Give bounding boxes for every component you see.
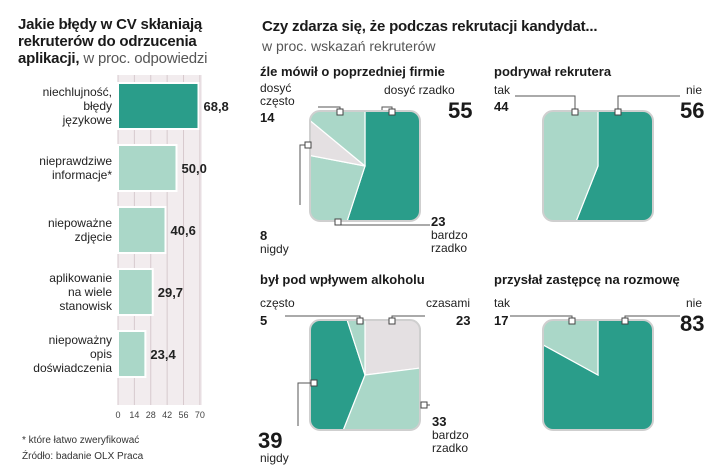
bar-value-label: 40,6 bbox=[171, 223, 196, 238]
bar-chart-title: Jakie błędy w CV skłaniają rekruterów do… bbox=[18, 16, 208, 67]
pie-slice bbox=[310, 111, 366, 167]
category-label: niepoważne bbox=[48, 216, 112, 230]
bar bbox=[117, 268, 154, 316]
pie-slice bbox=[310, 320, 366, 430]
bar bbox=[117, 144, 178, 192]
category-label: niechlujność, bbox=[43, 85, 112, 99]
x-tick-label: 0 bbox=[115, 410, 120, 420]
p1-value-nigdy: 8 bbox=[260, 228, 268, 243]
category-label: na wiele bbox=[68, 285, 112, 299]
bar-chart: 0 14 28 42 56 70 68,8 niechlujność,błędyjęzykow… bbox=[33, 75, 229, 420]
p4-label-tak: tak bbox=[494, 296, 511, 310]
pie-frame bbox=[542, 110, 654, 222]
bar-value-label: 23,4 bbox=[150, 347, 176, 362]
pie-slice bbox=[336, 111, 420, 221]
x-tick-label: 28 bbox=[146, 410, 156, 420]
footnote: * które łatwo zweryfikować bbox=[22, 435, 140, 446]
category-label: informacje* bbox=[52, 168, 112, 182]
pie-slice bbox=[543, 320, 599, 377]
p2-label-tak: tak bbox=[494, 83, 511, 97]
bar-value-label: 29,7 bbox=[158, 285, 183, 300]
p4-value-tak: 17 bbox=[494, 313, 509, 328]
p4-value-nie: 83 bbox=[680, 311, 705, 336]
category-label: opis bbox=[90, 347, 112, 361]
bar-value-label: 68,8 bbox=[203, 99, 228, 114]
pie-frame bbox=[309, 319, 421, 431]
pie-slice bbox=[336, 320, 366, 376]
p4-label-nie: nie bbox=[686, 296, 703, 310]
x-tick-label: 42 bbox=[162, 410, 172, 420]
pie1-title: źle mówił o poprzedniej firmie bbox=[260, 64, 445, 79]
category-label: językowe bbox=[62, 113, 113, 127]
pies-title: Czy zdarza się, że podczas rekrutacji ka… bbox=[262, 18, 598, 35]
pie2 bbox=[542, 110, 654, 222]
p3-label-nigdy: nigdy bbox=[260, 451, 289, 465]
pie-frame bbox=[542, 319, 654, 431]
category-label: błędy bbox=[83, 99, 112, 113]
p1-label-dosyc-rzadko: dosyć rzadko bbox=[384, 83, 455, 97]
source-note: Źródło: badanie OLX Praca bbox=[22, 451, 144, 462]
pie3-title: był pod wpływem alkoholu bbox=[260, 272, 425, 287]
p1-label-nigdy: nigdy bbox=[260, 242, 289, 256]
p2-label-nie: nie bbox=[686, 83, 703, 97]
pie-slice bbox=[364, 320, 420, 376]
x-tick-label: 70 bbox=[195, 410, 205, 420]
category-label: nieprawdziwe bbox=[39, 154, 112, 168]
category-label: niepoważny bbox=[49, 333, 112, 347]
pie2-title: podrywał rekrutera bbox=[494, 64, 612, 79]
pie-slice bbox=[564, 111, 653, 221]
p2-value-tak: 44 bbox=[494, 99, 509, 114]
p1-value-czesto: 14 bbox=[260, 110, 275, 125]
pie-slice bbox=[310, 111, 366, 168]
p3-label-bardzo: bardzo rzadko bbox=[432, 428, 469, 455]
pie-frame bbox=[309, 110, 421, 222]
pie3 bbox=[309, 319, 421, 431]
p1-value-bardzo: 23 bbox=[431, 214, 446, 229]
category-label: zdjęcie bbox=[75, 230, 113, 244]
bar-value-label: 50,0 bbox=[182, 161, 207, 176]
pie4-title: przysłał zastępcę na rozmowę bbox=[494, 272, 680, 287]
category-label: stanowisk bbox=[59, 299, 113, 313]
pie-slice bbox=[310, 148, 366, 221]
p3-label-czesto: często bbox=[260, 296, 295, 310]
p3-value-czasami: 23 bbox=[456, 313, 471, 328]
pie-slice bbox=[331, 363, 420, 430]
p1-label-czesto: dosyć często bbox=[260, 81, 295, 108]
pie1 bbox=[309, 110, 421, 222]
bar bbox=[117, 330, 147, 378]
category-label: doświadczenia bbox=[33, 361, 112, 375]
p2-value-nie: 56 bbox=[680, 98, 705, 123]
p3-label-czasami: czasami bbox=[426, 296, 471, 310]
pies-subtitle: w proc. wskazań rekruterów bbox=[262, 38, 436, 54]
category-label: aplikowanie bbox=[49, 271, 112, 285]
pie4 bbox=[542, 319, 654, 431]
p3-value-czesto: 5 bbox=[260, 313, 268, 328]
bar-chart-subtitle: w proc. odpowiedzi bbox=[79, 50, 208, 67]
bar bbox=[117, 82, 200, 130]
x-tick-label: 56 bbox=[179, 410, 189, 420]
p1-label-bardzo: bardzo rzadko bbox=[431, 228, 468, 255]
p3-value-nigdy: 39 bbox=[258, 428, 283, 453]
x-tick-label: 14 bbox=[129, 410, 139, 420]
p1-value-dosyc-rzadko: 55 bbox=[448, 98, 473, 123]
p3-value-bardzo: 33 bbox=[432, 414, 447, 429]
bar bbox=[117, 206, 167, 254]
pie-slice bbox=[543, 111, 599, 221]
